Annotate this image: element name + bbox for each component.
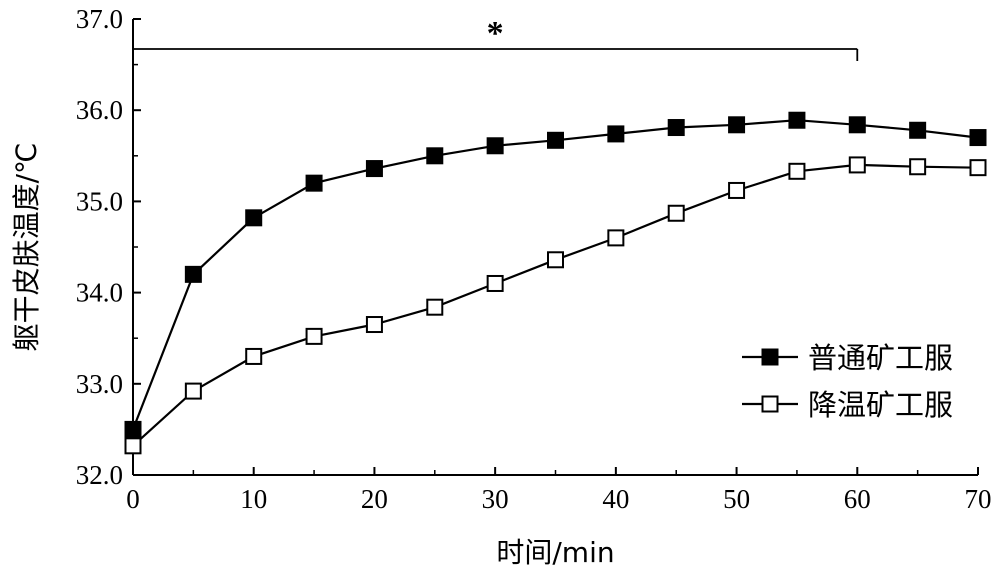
y-ticks: 32.0 33.0 34.0 35.0 36.0 37.0 xyxy=(76,4,141,490)
filled-square-marker xyxy=(365,160,383,178)
filled-square-marker xyxy=(848,116,866,134)
legend-open-square xyxy=(761,395,779,413)
open-square-marker xyxy=(969,159,987,177)
open-square-marker xyxy=(184,382,202,400)
y-tick-label: 34.0 xyxy=(76,278,123,308)
x-tick-label: 60 xyxy=(844,484,871,514)
filled-square-marker xyxy=(124,420,142,438)
filled-square-marker xyxy=(607,125,625,143)
open-square-marker xyxy=(245,347,263,365)
filled-square-marker xyxy=(426,147,444,165)
filled-square-marker xyxy=(788,111,806,129)
open-square-marker xyxy=(667,204,685,222)
significance-bracket: * xyxy=(132,15,859,61)
open-square-marker xyxy=(486,274,504,292)
y-axis-title: 躯干皮肤温度/℃ xyxy=(10,143,43,352)
x-tick-label: 40 xyxy=(602,484,629,514)
open-square-marker xyxy=(788,162,806,180)
filled-square-marker xyxy=(486,137,504,155)
open-square-marker xyxy=(305,327,323,345)
x-tick-label: 10 xyxy=(240,484,267,514)
x-axis-title: 时间/min xyxy=(496,536,614,569)
legend-item-2: 降温矿工服 xyxy=(742,388,953,422)
x-tick-label: 20 xyxy=(361,484,388,514)
series-1 xyxy=(124,111,987,438)
open-square-marker xyxy=(848,156,866,174)
filled-square-marker xyxy=(667,119,685,137)
x-tick-label: 30 xyxy=(482,484,509,514)
filled-square-marker xyxy=(547,131,564,149)
open-square-marker xyxy=(426,298,444,316)
x-ticks: 0 10 20 30 40 50 60 70 xyxy=(126,467,992,514)
y-tick-label: 36.0 xyxy=(76,95,123,125)
significance-star: * xyxy=(487,15,504,52)
x-tick-label: 50 xyxy=(723,484,750,514)
filled-square-marker xyxy=(909,121,927,139)
open-square-marker xyxy=(365,316,383,334)
y-tick-label: 32.0 xyxy=(76,460,123,490)
legend-filled-square xyxy=(761,348,779,366)
open-square-marker xyxy=(124,437,142,455)
open-square-marker xyxy=(728,181,746,199)
y-tick-label: 35.0 xyxy=(76,186,123,216)
x-tick-label: 0 xyxy=(126,484,140,514)
filled-square-marker xyxy=(728,116,746,134)
y-tick-label: 33.0 xyxy=(76,369,123,399)
series-layer xyxy=(124,111,987,455)
open-square-marker xyxy=(607,229,625,247)
filled-square-marker xyxy=(969,129,987,147)
open-square-marker xyxy=(547,251,564,269)
series-2 xyxy=(124,156,987,455)
legend-label: 降温矿工服 xyxy=(808,388,953,422)
filled-square-marker xyxy=(184,265,202,283)
x-tick-label: 70 xyxy=(965,484,992,514)
filled-square-marker xyxy=(305,174,323,192)
open-square-marker xyxy=(909,158,927,176)
filled-square-marker xyxy=(245,209,263,227)
y-tick-label: 37.0 xyxy=(76,4,123,34)
legend-label: 普通矿工服 xyxy=(808,341,953,375)
legend-item-1: 普通矿工服 xyxy=(742,341,953,375)
